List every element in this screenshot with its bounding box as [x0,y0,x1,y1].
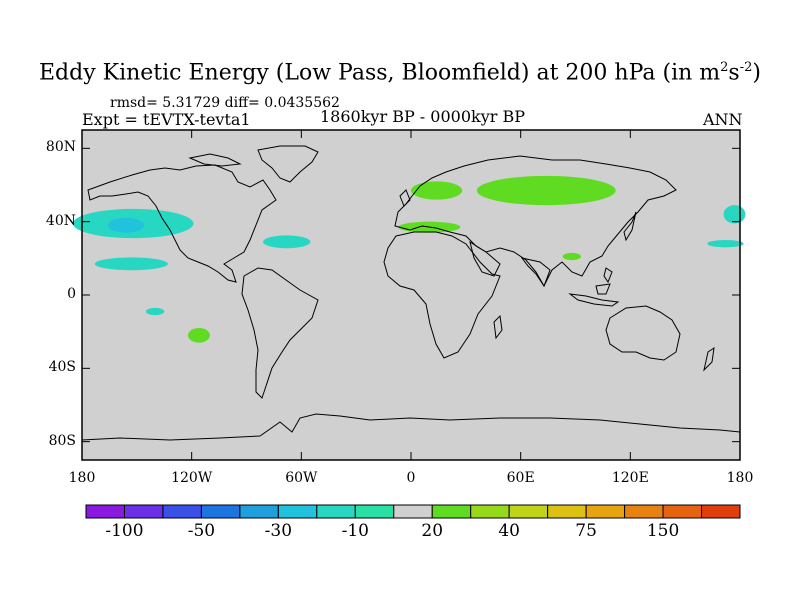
anomaly-gulf-stream-negative [262,235,311,249]
y-tick-label: 40S [48,359,76,376]
colorbar-label: -100 [105,521,144,541]
philippines-coast [603,267,613,284]
colorbar-label: 75 [575,521,597,541]
antarctica-coast [81,413,741,441]
anomaly-subtropical-pacific-negative [94,257,168,271]
map-background [82,130,740,460]
anomaly-scandinavia-positive [411,181,463,200]
colorbar-label: 40 [498,521,520,541]
anomaly-north-pacific-core [107,218,145,233]
y-tick-label: 0 [67,286,76,302]
statistics-label: rmsd= 5.31729 diff= 0.0435562 [110,95,340,111]
australia-coast [605,305,681,361]
x-tick-label: 180 [726,470,754,486]
x-tick-label: 0 [406,470,416,486]
experiment-label: Expt = tEVTX-tevta1 [82,110,251,129]
arabia-coast [469,240,501,277]
new-zealand-coast [703,346,715,372]
north-america-coast [87,164,277,283]
anomaly-south-pacific-negative [145,307,165,316]
arctic-islands [188,153,242,167]
axis-ticks [81,130,741,460]
colorbar-label: -50 [187,521,216,541]
colorbar-label: 150 [646,521,680,541]
anomaly-south-pacific-positive [188,328,210,343]
anomaly-tibet-positive [562,252,581,261]
x-tick-label: 60E [506,470,535,486]
x-tick-label: 120W [171,470,213,486]
y-tick-label: 80S [48,432,76,449]
colorbar-label: -30 [264,521,293,541]
colorbar-label: -10 [341,521,369,541]
greenland-coast [257,145,319,183]
japan-coast [623,211,637,242]
south-america-coast [241,267,319,399]
plot-title: Eddy Kinetic Energy (Low Pass, Bloomfiel… [39,60,761,86]
colorbar-label: 20 [421,521,444,541]
india-coast [520,257,551,288]
coastlines [81,145,741,441]
anomaly-dateline-east-negative [723,205,746,224]
period-label: 1860kyr BP - 0000kyr BP [320,107,525,126]
africa-coast [383,231,501,359]
x-tick-label: 180 [68,470,96,486]
british-isles-coast [399,189,411,207]
anomaly-regions [72,175,746,343]
y-tick-label: 40N [45,212,76,229]
season-label: ANN [703,110,743,129]
indonesia-coast [568,283,620,307]
anomaly-dateline-east-lower-negative [707,240,744,248]
y-tick-label: 80N [45,139,76,156]
x-tick-label: 60W [285,470,318,486]
x-tick-label: 120E [611,470,649,486]
madagascar-coast [493,314,503,340]
anomaly-eurasia-positive [476,175,616,206]
